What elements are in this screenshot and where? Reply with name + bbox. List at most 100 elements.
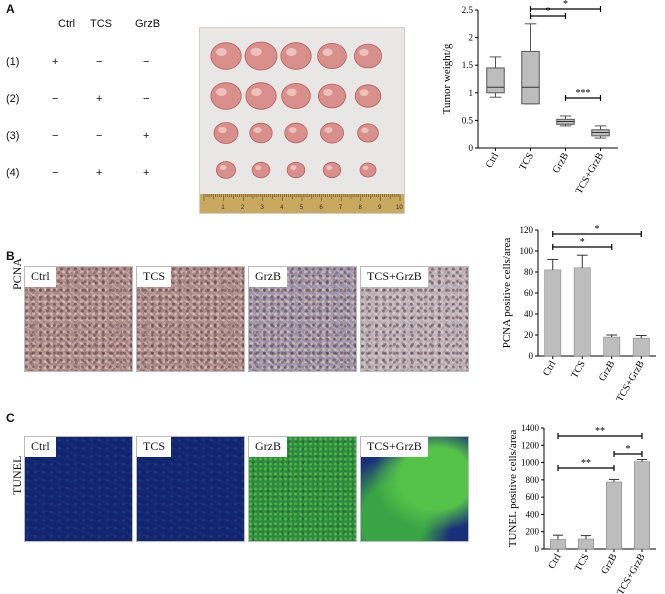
- tumor-specimen: [210, 82, 242, 110]
- tunel-label-text: TUNEL: [10, 455, 24, 495]
- tumor-highlight: [359, 48, 369, 56]
- table-cell: −: [143, 56, 150, 68]
- pcna-chart-y-tick-label: 80: [524, 267, 534, 277]
- tumor-specimen: [286, 161, 306, 179]
- ruler-number: 6: [319, 205, 323, 211]
- tumor-highlight: [218, 126, 227, 133]
- pcna-micrograph-label: GrzB: [249, 267, 287, 287]
- boxplot-y-tick-label: 2.5: [462, 5, 474, 15]
- tumor-highlight: [324, 126, 333, 133]
- pcna-chart-x-tick-label: GrzB: [597, 359, 618, 384]
- tunel-chart-x-tick-label: GrzB: [599, 552, 620, 577]
- pcna-chart-x-tick-label: TCS+GrzB: [615, 359, 648, 400]
- pcna-micrograph-label: TCS+GrzB: [361, 267, 428, 287]
- tumor-specimen: [357, 123, 379, 143]
- tunel-bar: [549, 539, 566, 550]
- column-header-ctrl: Ctrl: [58, 18, 76, 30]
- tumor-specimen: [320, 122, 344, 144]
- table-cell: −: [96, 130, 103, 142]
- tunel-chart-y-tick-label: 1200: [521, 440, 540, 450]
- tumor-highlight: [288, 127, 297, 133]
- boxplot-y-tick-label: 0.5: [462, 115, 474, 125]
- table-cell: −: [52, 167, 59, 179]
- panel-letter-c: C: [6, 411, 15, 425]
- tumor-highlight: [250, 47, 262, 56]
- ruler-number: 7: [339, 205, 343, 211]
- table-cell: +: [96, 93, 103, 105]
- tunel-chart-y-tick-label: 600: [526, 492, 540, 502]
- tunel-chart-y-axis-label: TUNEL positive cells/area: [507, 430, 519, 548]
- tunel-chart-significance-label: **: [581, 458, 591, 469]
- pcna-micrograph: TCS: [136, 266, 245, 372]
- tunel-chart-y-tick-label: 400: [526, 509, 540, 519]
- tumor-specimen: [215, 161, 237, 179]
- pcna-chart-x-tick-label: Ctrl: [541, 359, 558, 378]
- boxplot-y-tick-label: 2: [469, 33, 474, 43]
- tunel-chart-x-tick-label: TCS+GrzB: [615, 552, 648, 594]
- tumor-highlight: [362, 165, 369, 170]
- pcna-micrograph-label: Ctrl: [25, 267, 56, 287]
- ruler-number: 1: [221, 205, 225, 211]
- ruler-number: 2: [241, 205, 245, 211]
- table-cell: +: [143, 167, 150, 179]
- tumor-photo-drawing: 1 2 3 4 5 6 7 8 9 10: [200, 41, 404, 213]
- tumor-specimen: [284, 122, 308, 144]
- pcna-micrograph: GrzB: [248, 266, 357, 372]
- tumor-highlight: [219, 164, 227, 170]
- ruler-number: 10: [396, 205, 403, 211]
- row-label: (2): [6, 93, 20, 105]
- boxplot-box: [486, 67, 505, 94]
- pcna-chart-y-tick-label: 40: [524, 309, 534, 319]
- tumor-weight-boxplot: 0 0.5 1 1.5 2 2.5 Tumor weight/g Ctrl TCS GrzB TCS…: [441, 0, 618, 196]
- tunel-chart-x-tick-label: Ctrl: [546, 552, 563, 571]
- tumor-highlight: [322, 48, 333, 56]
- pcna-chart-significance-label: *: [580, 237, 585, 248]
- tunel-micrograph: TCS+GrzB: [360, 436, 469, 542]
- tumor-specimen: [322, 161, 342, 179]
- tumor-specimen: [213, 122, 239, 144]
- tumor-highlight: [286, 88, 297, 96]
- tumor-highlight: [290, 165, 297, 170]
- tumor-highlight: [326, 165, 333, 170]
- tunel-side-label: TUNEL: [10, 435, 25, 495]
- tunel-micrograph: Ctrl: [24, 436, 133, 542]
- boxplot-y-tick-label: 1.5: [462, 60, 474, 70]
- column-header-grzb: GrzB: [135, 18, 161, 30]
- tunel-chart-y-tick-label: 200: [526, 527, 540, 537]
- ruler-number: 5: [300, 205, 304, 211]
- column-header-tcs: TCS: [90, 18, 112, 30]
- pcna-bar: [632, 337, 650, 357]
- tunel-chart-x-tick-label: TCS: [573, 552, 592, 573]
- pcna-label-text: PCNA: [10, 257, 24, 290]
- tumor-highlight: [253, 127, 262, 133]
- tumor-specimen: [244, 41, 278, 71]
- tunel-chart-significance-label: **: [595, 426, 605, 437]
- table-cell: +: [96, 167, 103, 179]
- table-cell: −: [96, 56, 103, 68]
- boxplot-significance-label: *: [546, 6, 551, 17]
- tumor-specimen: [249, 122, 273, 144]
- pcna-chart-y-axis-label: PCNA positive cells/area: [501, 238, 513, 349]
- tunel-bar: [578, 538, 595, 550]
- boxplot-y-axis-label: Tumor weight/g: [441, 43, 453, 114]
- boxplot-significance-label: ***: [576, 88, 591, 99]
- table-cell: −: [143, 93, 150, 105]
- ruler-number: 3: [261, 205, 265, 211]
- table-cell: −: [52, 130, 59, 142]
- tumor-specimen: [354, 84, 382, 108]
- pcna-chart-y-tick-label: 20: [524, 330, 534, 340]
- tumor-highlight: [286, 48, 297, 56]
- row-label: (3): [6, 130, 20, 142]
- ruler-number: 9: [378, 205, 382, 211]
- treatment-table: Ctrl TCS GrzB (1) + − − (2) − + − (3) − …: [0, 0, 190, 200]
- table-cell: −: [52, 93, 59, 105]
- boxplot-x-tick-label: Ctrl: [484, 151, 501, 170]
- table-cell: +: [52, 56, 59, 68]
- pcna-bar: [573, 267, 591, 357]
- boxplot-box: [521, 50, 540, 105]
- pcna-micrograph: Ctrl: [24, 266, 133, 372]
- boxplot-significance-label: *: [563, 0, 568, 10]
- pcna-chart-y-tick-label: 100: [520, 246, 534, 256]
- tumor-highlight: [216, 48, 227, 56]
